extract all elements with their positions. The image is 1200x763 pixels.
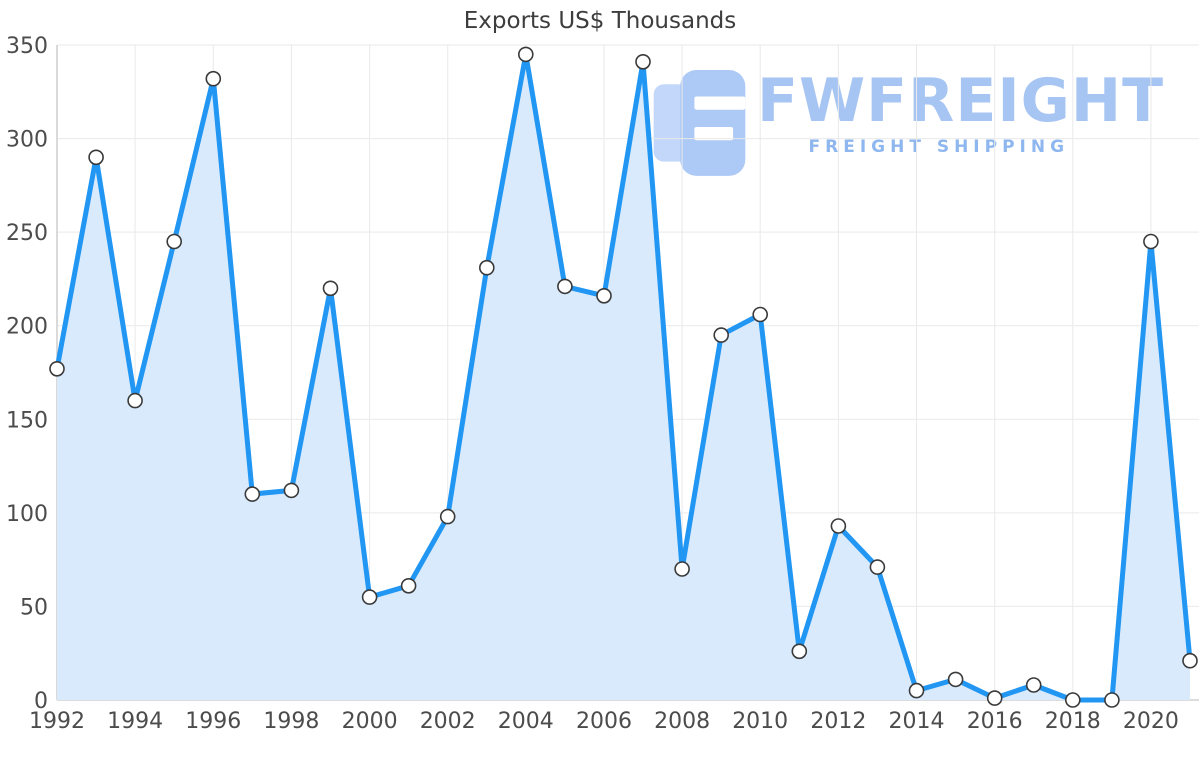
svg-text:2014: 2014: [889, 709, 945, 734]
svg-text:1994: 1994: [107, 709, 163, 734]
fwfreight-logo-icon: [652, 70, 747, 186]
svg-text:2008: 2008: [654, 709, 710, 734]
svg-text:200: 200: [6, 315, 48, 340]
svg-text:2000: 2000: [342, 709, 398, 734]
logo-tagline: FREIGHT SHIPPING: [808, 137, 1070, 157]
svg-text:150: 150: [6, 408, 48, 433]
svg-text:250: 250: [6, 221, 48, 246]
svg-text:2006: 2006: [576, 709, 632, 734]
logo-wordmark: FWFREIGHT: [757, 66, 1165, 136]
svg-text:2020: 2020: [1123, 709, 1179, 734]
svg-text:2002: 2002: [420, 709, 476, 734]
svg-text:300: 300: [6, 128, 48, 153]
svg-text:1996: 1996: [185, 709, 241, 734]
svg-text:1998: 1998: [263, 709, 319, 734]
svg-text:2012: 2012: [810, 709, 866, 734]
svg-text:0: 0: [34, 689, 48, 714]
svg-text:100: 100: [6, 502, 48, 527]
fwfreight-logo: FWFREIGHT FREIGHT SHIPPING: [652, 70, 1164, 186]
svg-text:2018: 2018: [1045, 709, 1101, 734]
logo-text-block: FWFREIGHT FREIGHT SHIPPING: [757, 66, 1165, 158]
svg-text:2016: 2016: [967, 709, 1023, 734]
svg-text:2004: 2004: [498, 709, 554, 734]
svg-text:50: 50: [20, 595, 48, 620]
chart-title: Exports US$ Thousands: [463, 8, 737, 34]
svg-text:2010: 2010: [732, 709, 788, 734]
svg-text:350: 350: [6, 34, 48, 59]
svg-text:1992: 1992: [29, 709, 85, 734]
